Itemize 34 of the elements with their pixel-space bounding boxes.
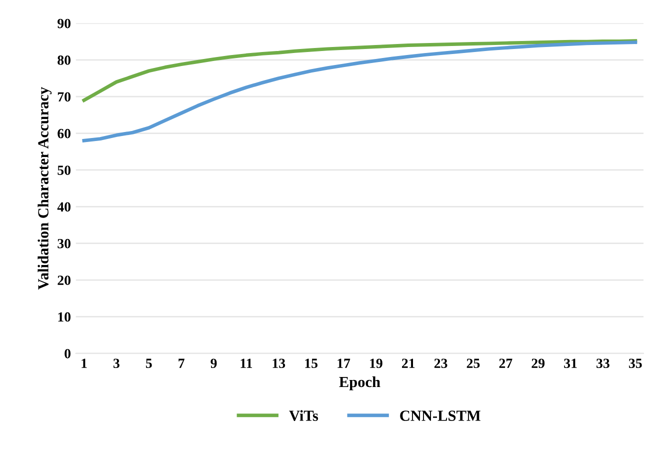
x-tick-label: 5 [146,358,152,368]
y-axis-title: Validation Character Accuracy [38,87,52,290]
x-tick-label: 13 [272,358,286,368]
line-series [82,39,638,102]
y-tick-label: 40 [57,202,71,212]
y-tick-label: 80 [58,56,71,65]
y-tick-label: 20 [58,276,71,285]
x-tick-label: 35 [628,358,642,368]
legend-label: CNN-LSTM [400,410,480,421]
line-series [82,40,638,142]
x-tick-label: 9 [210,358,217,368]
x-tick-label: 3 [113,358,120,368]
x-tick-label: 7 [178,358,184,368]
x-tick-label: 29 [532,358,545,368]
y-tick-label: 70 [58,92,71,102]
x-axis-title: Epoch [339,376,380,390]
x-tick-label: 23 [434,358,448,368]
x-tick-label: 25 [466,358,480,368]
y-tick-label: 50 [58,166,71,175]
y-tick-label: 0 [64,348,71,358]
y-tick-label: 30 [58,238,71,248]
x-tick-label: 19 [370,358,382,368]
y-tick-label: 60 [58,128,71,138]
x-tick-label: 33 [596,358,610,368]
x-tick-label: 11 [240,358,252,368]
x-tick-label: 15 [305,358,318,368]
x-tick-label: 21 [402,358,415,368]
y-tick-label: 90 [58,18,71,28]
x-tick-label: 31 [564,358,577,368]
x-tick-label: 17 [338,358,350,368]
x-tick-label: 27 [499,358,512,368]
legend-label: ViTs [289,410,318,421]
y-tick-label: 10 [58,312,71,322]
x-tick-label: 1 [82,358,87,368]
